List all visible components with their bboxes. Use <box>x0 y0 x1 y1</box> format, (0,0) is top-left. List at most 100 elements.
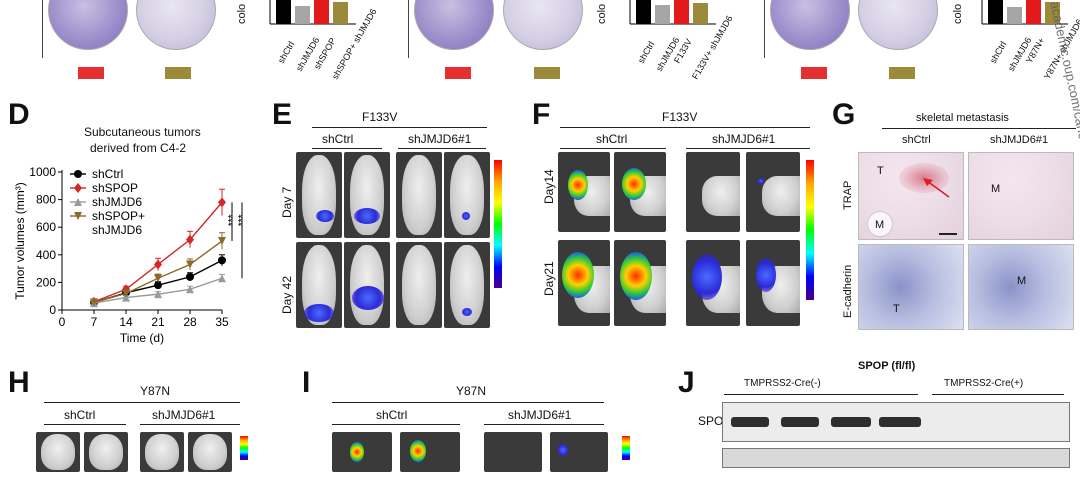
data-point <box>74 170 82 178</box>
luminescence-color-scale <box>806 160 814 300</box>
histology-image: T <box>858 244 964 330</box>
bar-label: shCtrl <box>276 39 297 65</box>
group-divider <box>332 424 460 425</box>
bioluminescence-image <box>550 432 608 472</box>
group-label: shCtrl <box>322 132 354 146</box>
data-point <box>218 237 226 245</box>
group-label: TMPRSS2-Cre(-) <box>744 378 821 389</box>
condition-swatch-olive <box>165 67 191 79</box>
luminescence-color-scale <box>622 436 630 460</box>
bar <box>655 5 670 24</box>
bar-label: shCtrl <box>636 39 657 65</box>
panel-letter-g: G <box>832 98 856 131</box>
x-tick-label: 7 <box>91 315 98 329</box>
bioluminescence-image <box>396 242 442 328</box>
data-point <box>154 281 162 290</box>
group-divider <box>398 148 486 149</box>
bioluminescence-image <box>746 152 800 232</box>
western-blot <box>722 402 1070 442</box>
legend-label: shJMJD6 <box>92 195 142 209</box>
group-divider <box>484 424 604 425</box>
panel-c-axis-line <box>764 0 765 58</box>
bar <box>988 0 1003 24</box>
bar <box>333 2 348 24</box>
group-divider <box>44 402 240 403</box>
panel-title: skeletal metastasis <box>916 112 1009 124</box>
bar-label: shCtrl <box>988 39 1009 65</box>
group-divider <box>882 128 1076 129</box>
panel-a-axis-line <box>42 0 43 58</box>
row-label: Day 7 <box>280 186 294 218</box>
bioluminescence-image <box>614 152 666 232</box>
bioluminescence-image <box>686 152 740 232</box>
protein-band <box>731 417 769 427</box>
bar <box>295 6 310 24</box>
group-label: shCtrl <box>64 408 96 422</box>
colony-dish <box>503 0 583 50</box>
group-divider <box>686 148 810 149</box>
y-tick-label: 0 <box>49 303 56 317</box>
condition-swatch-red <box>445 67 471 79</box>
chart-subtitle: Subcutaneous tumors <box>84 125 201 139</box>
colony-bar-chart-2 <box>629 0 716 25</box>
group-divider <box>312 148 382 149</box>
colony-dish <box>48 0 128 50</box>
colony-dish <box>136 0 216 50</box>
row-label: Day21 <box>542 261 556 296</box>
data-point <box>218 197 226 208</box>
tumor-volume-line-chart: 0 200 400 600 800 1000 0 7 14 21 28 35 Time (d) Tumor… <box>13 165 248 345</box>
group-label: shCtrl <box>902 134 931 146</box>
chart-subtitle: derived from C4-2 <box>90 141 187 155</box>
bar <box>1026 0 1041 24</box>
group-divider <box>560 127 810 128</box>
bioluminescence-image <box>140 432 184 472</box>
legend-label: shJMJD6 <box>92 223 142 237</box>
condition-swatch-olive <box>534 67 560 79</box>
x-tick-label: 35 <box>215 315 229 329</box>
bioluminescence-image <box>296 242 342 328</box>
significance-label: *** <box>227 214 238 226</box>
data-point <box>186 234 194 245</box>
data-point <box>154 290 162 299</box>
group-divider <box>44 424 126 425</box>
colony-bar-chart-1 <box>269 0 356 25</box>
panel-letter-e: E <box>272 98 293 131</box>
data-point <box>90 298 98 307</box>
row-label: Day14 <box>542 169 556 204</box>
data-point <box>74 198 82 206</box>
data-point <box>122 289 130 298</box>
scale-bar <box>939 233 957 235</box>
row-label: Day 42 <box>280 275 294 314</box>
panel-title: SPOP (fl/fl) <box>858 360 916 372</box>
row-label: TRAP <box>842 180 854 210</box>
x-tick-label: 14 <box>119 315 133 329</box>
legend-label: shSPOP+ <box>92 209 145 223</box>
bar <box>674 0 689 24</box>
colony-dish <box>858 0 938 50</box>
histology-image: T M <box>858 152 964 240</box>
data-point <box>154 259 162 270</box>
bar <box>1007 7 1022 24</box>
western-blot <box>722 448 1070 468</box>
group-divider <box>724 394 918 395</box>
colony-ylabel: colo <box>596 3 608 24</box>
bioluminescence-image <box>558 152 610 232</box>
histology-mark: M <box>991 183 1001 195</box>
bioluminescence-image <box>400 432 460 472</box>
significance-label: *** <box>237 214 248 226</box>
group-divider <box>560 148 666 149</box>
group-divider <box>932 394 1064 395</box>
histology-mark: T <box>893 303 900 315</box>
histology-mark: M <box>1017 275 1027 287</box>
y-tick-label: 600 <box>36 220 56 234</box>
bioluminescence-image <box>686 240 740 326</box>
panel-title: Y87N <box>140 384 171 398</box>
bioluminescence-image <box>444 152 490 238</box>
histology-image: M <box>968 244 1074 330</box>
group-label: shCtrl <box>376 408 408 422</box>
bar <box>314 0 329 24</box>
legend-label: shSPOP <box>92 181 138 195</box>
arrow-icon <box>923 178 950 198</box>
histology-mark: T <box>877 165 884 177</box>
data-point <box>122 293 130 302</box>
